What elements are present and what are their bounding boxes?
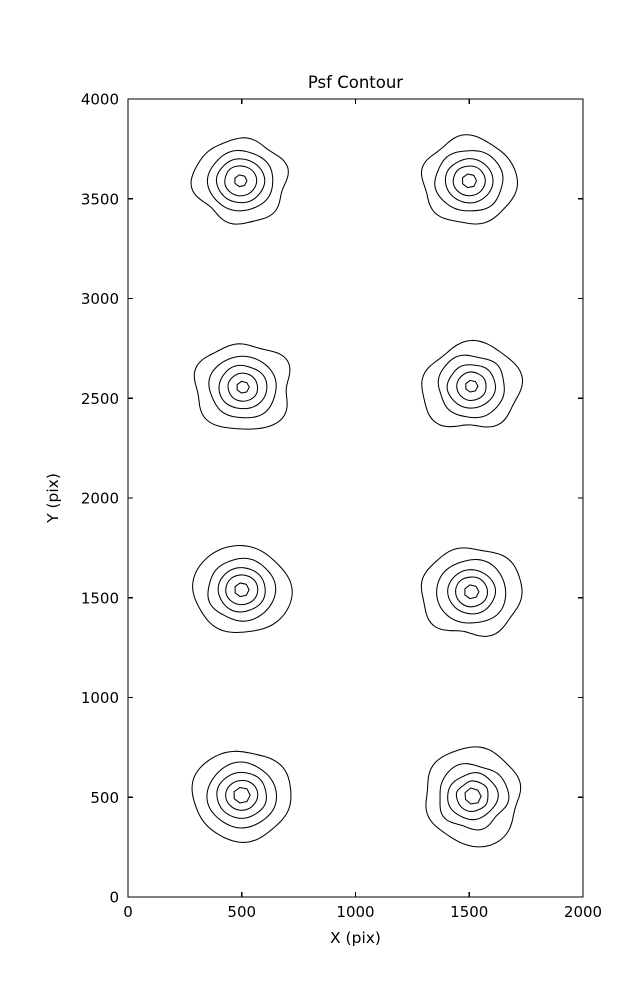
- contour-level-1: [436, 558, 507, 624]
- axes-background: [128, 99, 583, 897]
- x-tick-label: 1000: [336, 903, 374, 921]
- x-axis-label: X (pix): [330, 929, 381, 947]
- contour-level-3: [227, 372, 259, 402]
- contour-level-4: [236, 380, 250, 394]
- contour-level-0: [420, 134, 518, 225]
- contour-level-3: [224, 165, 258, 197]
- y-tick-label: 2000: [81, 490, 119, 508]
- contour-level-2: [217, 567, 266, 613]
- contour-level-1: [439, 763, 510, 831]
- contour-level-2: [215, 158, 266, 204]
- y-tick-label: 500: [90, 789, 119, 807]
- y-tick-label: 1000: [81, 689, 119, 707]
- contour-level-2: [444, 158, 494, 204]
- contour-level-1: [207, 557, 277, 622]
- contour-level-4: [465, 379, 479, 393]
- y-tick-label: 2500: [81, 390, 119, 408]
- contour-level-3: [225, 574, 259, 606]
- contour-level-0: [192, 544, 293, 634]
- contour-level-2: [447, 772, 499, 821]
- contour-level-4: [464, 584, 480, 600]
- psf-contour-source: [420, 134, 518, 225]
- y-axis-ticks: 0 500 1000 1500 2000 2500 3000 3500 4000: [81, 91, 583, 907]
- contour-level-2: [447, 569, 497, 615]
- psf-contour-source: [190, 137, 289, 225]
- y-tick-label: 3000: [81, 290, 119, 308]
- x-axis-ticks: 0 500 1000 1500 2000: [123, 99, 602, 921]
- x-tick-label: 2000: [564, 903, 602, 921]
- contour-level-2: [216, 771, 267, 819]
- contour-level-2: [446, 364, 496, 409]
- contour-level-4: [464, 787, 482, 805]
- contour-level-3: [225, 779, 259, 811]
- y-tick-label: 0: [109, 889, 119, 907]
- x-tick-label: 0: [123, 903, 133, 921]
- psf-contour-source: [192, 544, 293, 634]
- contour-level-2: [218, 364, 268, 410]
- contour-level-4: [462, 173, 478, 189]
- contour-level-0: [191, 750, 292, 843]
- contour-level-0: [190, 137, 289, 225]
- page-title: Psf Contour: [308, 73, 403, 92]
- psf-contour-source: [421, 339, 524, 428]
- y-tick-label: 1500: [81, 589, 119, 607]
- contour-level-1: [437, 354, 505, 419]
- contour-level-4: [234, 174, 248, 188]
- psf-contour-source: [191, 750, 292, 843]
- x-tick-label: 500: [227, 903, 256, 921]
- contour-level-1: [206, 761, 278, 829]
- y-tick-label: 3500: [81, 190, 119, 208]
- psf-contour-source: [425, 746, 522, 848]
- y-tick-label: 4000: [81, 91, 119, 109]
- contour-level-3: [452, 165, 486, 197]
- contour-level-3: [456, 371, 487, 402]
- contour-level-4: [233, 786, 251, 804]
- psf-contour-source: [193, 343, 291, 430]
- contour-level-3: [455, 780, 489, 813]
- contour-level-1: [208, 355, 277, 419]
- contour-level-1: [206, 149, 274, 212]
- contour-level-0: [425, 746, 522, 848]
- contour-level-0: [420, 547, 523, 637]
- contour-level-0: [193, 343, 291, 430]
- contour-level-1: [434, 150, 504, 212]
- y-axis-label: Y (pix): [44, 473, 62, 524]
- contour-series-group: [190, 134, 524, 848]
- contour-level-3: [455, 576, 489, 608]
- x-tick-label: 1500: [450, 903, 488, 921]
- psf-contour-source: [420, 547, 523, 637]
- contour-level-0: [421, 339, 524, 428]
- contour-level-4: [234, 582, 250, 598]
